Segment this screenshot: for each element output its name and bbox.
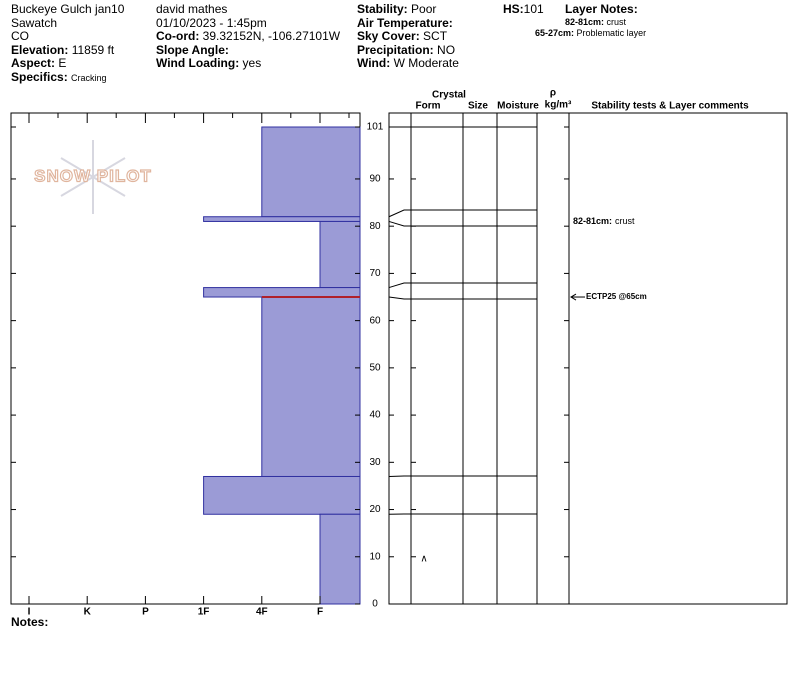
y-tick-label: 20 xyxy=(369,504,381,515)
comment: ECTP25 @65cm xyxy=(586,292,647,301)
datetime: 01/10/2023 - 1:45pm xyxy=(156,15,267,30)
value: crust xyxy=(606,16,627,27)
label: Aspect: xyxy=(11,56,56,70)
wind: Wind: W Moderate xyxy=(357,56,459,71)
col-header: kg/m³ xyxy=(545,100,572,111)
y-tick-label: 50 xyxy=(369,363,381,374)
value: Cracking xyxy=(71,72,107,83)
value: Poor xyxy=(411,2,437,16)
layer-bar xyxy=(203,216,361,222)
x-tick-label: I xyxy=(28,607,31,618)
value: yes xyxy=(242,56,262,70)
air-temp: Air Temperature: xyxy=(357,15,459,31)
sky: Sky Cover: SCT xyxy=(357,29,459,44)
stability: Stability: Poor xyxy=(357,2,459,17)
y-tick-label: 10 xyxy=(369,551,381,562)
y-tick-label: 0 xyxy=(372,599,378,610)
x-tick-label: F xyxy=(317,607,323,618)
y-tick-label: 70 xyxy=(369,268,381,279)
table-frame xyxy=(388,112,788,605)
comment-text: crust xyxy=(615,216,635,226)
value: E xyxy=(58,56,67,70)
test-arrowhead xyxy=(570,293,577,301)
grain-form: ∧ xyxy=(420,553,427,564)
value: SCT xyxy=(423,29,448,43)
value: Problematic layer xyxy=(576,27,647,38)
y-tick-label: 80 xyxy=(369,221,381,232)
value: 39.32152N, -106.27101W xyxy=(202,29,341,43)
layer-bar xyxy=(261,126,361,218)
precip: Precipitation: NO xyxy=(357,42,459,58)
header-col-2: david mathes 01/10/2023 - 1:45pm Co-ord:… xyxy=(156,2,341,71)
specifics: Specifics: Cracking xyxy=(11,69,124,86)
label: Specifics: xyxy=(11,69,68,84)
layer-rule xyxy=(388,209,537,218)
layer-bar xyxy=(319,513,361,605)
label: Wind Loading: xyxy=(156,56,240,70)
label: 82-81cm: xyxy=(565,16,605,27)
label: Elevation: xyxy=(11,42,69,57)
y-tick-label: 40 xyxy=(369,410,381,421)
layer-rule xyxy=(388,220,537,227)
title: Buckeye Gulch jan10 xyxy=(11,2,125,16)
label: Stability: xyxy=(357,2,408,16)
col-header: Crystal xyxy=(432,90,466,101)
frames xyxy=(10,112,788,605)
state: CO xyxy=(11,29,29,43)
observer: david mathes xyxy=(156,2,228,16)
label: Air Temperature: xyxy=(357,15,453,30)
col-header: Size xyxy=(468,101,488,112)
logo-text: SNOW PILOT xyxy=(34,166,152,185)
coord: Co-ord: 39.32152N, -106.27101W xyxy=(156,29,341,44)
value: 101 xyxy=(523,2,544,16)
layer-bar xyxy=(203,287,361,298)
note: 82-81cm: crust xyxy=(565,17,646,28)
y-tick-label: 90 xyxy=(369,174,381,185)
layer-rule xyxy=(388,296,537,300)
range: Sawatch xyxy=(11,15,58,30)
label: 65-27cm: xyxy=(535,27,575,38)
col-header: Form xyxy=(416,101,441,112)
hs: HS:101 xyxy=(503,2,544,17)
header-col-3: Stability: Poor Air Temperature: Sky Cov… xyxy=(357,2,459,71)
label: Co-ord: xyxy=(156,29,200,43)
y-tick-label: 101 xyxy=(367,122,384,133)
x-tick-label: P xyxy=(142,607,149,618)
y-tick-label: 60 xyxy=(369,315,381,326)
label: HS: xyxy=(503,2,524,16)
logo: SNOW PILOT xyxy=(34,140,152,214)
layer-bar xyxy=(203,475,361,515)
x-tick-label: 1F xyxy=(198,607,210,618)
snowflake xyxy=(60,140,126,214)
layer-notes: Layer Notes: 82-81cm: crust 65-27cm: Pro… xyxy=(535,2,646,39)
layer-rule xyxy=(388,282,537,289)
label: Wind: xyxy=(357,56,391,70)
layer-bar xyxy=(261,296,361,477)
note: 65-27cm: Problematic layer xyxy=(535,28,646,39)
label: Layer Notes: xyxy=(565,2,638,16)
col-header: Stability tests & Layer comments xyxy=(591,101,749,112)
notes: Notes: xyxy=(11,615,49,629)
x-tick-label: 4F xyxy=(256,607,268,618)
header-col-1: Buckeye Gulch jan10 Sawatch CO Elevation… xyxy=(11,2,125,86)
label: Precipitation: xyxy=(357,42,434,57)
col-header: Moisture xyxy=(497,101,539,112)
wind-loading: Wind Loading: yes xyxy=(156,56,340,71)
label: Slope Angle: xyxy=(156,42,229,57)
comment-label: 82-81cm: xyxy=(573,216,612,226)
aspect: Aspect: E xyxy=(11,56,124,71)
value: 11859 ft xyxy=(71,42,115,57)
label: Sky Cover: xyxy=(357,29,420,43)
value: W Moderate xyxy=(393,56,459,70)
col-header: ρ xyxy=(550,88,556,99)
y-tick-label: 30 xyxy=(369,457,381,468)
layer-bar xyxy=(319,220,361,289)
x-tick-label: K xyxy=(84,607,92,618)
elevation: Elevation: 11859 ft xyxy=(11,42,124,58)
value: NO xyxy=(437,42,456,57)
comment: 82-81cm: crust xyxy=(573,216,635,226)
slope: Slope Angle: xyxy=(156,42,340,58)
